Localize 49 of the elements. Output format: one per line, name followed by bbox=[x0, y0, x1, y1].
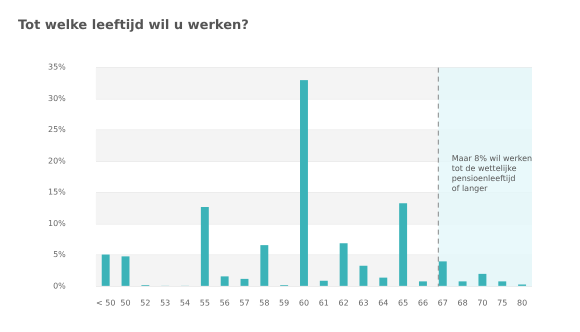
y-tick-label: 5% bbox=[53, 250, 66, 260]
bar bbox=[340, 243, 348, 286]
x-tick-label: 52 bbox=[140, 298, 150, 308]
x-tick-label: 66 bbox=[418, 298, 428, 308]
bar bbox=[240, 278, 248, 286]
bar bbox=[260, 245, 268, 286]
bar bbox=[498, 281, 506, 286]
y-tick-label: 25% bbox=[48, 125, 66, 134]
chart-title: Tot welke leeftijd wil u werken? bbox=[18, 18, 249, 34]
bar bbox=[399, 203, 408, 286]
x-tick-label: 67 bbox=[438, 298, 448, 308]
x-tick-label: 63 bbox=[358, 298, 369, 308]
x-tick-label: 57 bbox=[239, 298, 250, 308]
bar bbox=[102, 254, 110, 286]
bar bbox=[359, 266, 368, 286]
x-tick-label: 58 bbox=[259, 298, 270, 308]
bar bbox=[220, 276, 229, 286]
x-tick-label: 50 bbox=[120, 298, 131, 308]
y-tick-label: 0% bbox=[53, 281, 66, 290]
x-tick-label: 75 bbox=[497, 298, 508, 308]
bar bbox=[438, 261, 447, 286]
x-tick-label: 60 bbox=[298, 298, 310, 308]
y-tick-label: 20% bbox=[48, 156, 66, 166]
y-tick-label: 10% bbox=[48, 218, 66, 228]
x-tick-label: 65 bbox=[398, 298, 408, 308]
bar bbox=[122, 256, 130, 286]
x-tick-label: 64 bbox=[378, 298, 388, 308]
x-tick-label: 55 bbox=[200, 298, 210, 308]
x-tick-label: 70 bbox=[477, 298, 488, 308]
bar bbox=[478, 274, 486, 286]
annotation: Maar 8% wil werken tot de wettelijke pensioenleeftijd of langer bbox=[452, 154, 532, 194]
x-tick-label: 59 bbox=[279, 298, 290, 308]
x-tick-label: < 50 bbox=[96, 298, 116, 308]
bar bbox=[200, 207, 209, 286]
bar bbox=[320, 280, 328, 286]
x-tick-label: 56 bbox=[220, 298, 230, 308]
bar bbox=[379, 278, 388, 286]
x-tick-label: 68 bbox=[458, 298, 468, 308]
x-tick-label: 80 bbox=[516, 298, 528, 308]
x-tick-label: 61 bbox=[318, 298, 329, 308]
bar bbox=[458, 281, 467, 286]
x-tick-label: 54 bbox=[180, 298, 190, 308]
bar bbox=[418, 281, 427, 286]
y-tick-label: 15% bbox=[48, 188, 66, 197]
x-tick-label: 53 bbox=[160, 298, 170, 308]
x-tick-label: 62 bbox=[338, 298, 349, 308]
y-tick-label: 35% bbox=[48, 62, 66, 72]
bar bbox=[300, 80, 308, 286]
y-tick-label: 30% bbox=[48, 94, 66, 103]
